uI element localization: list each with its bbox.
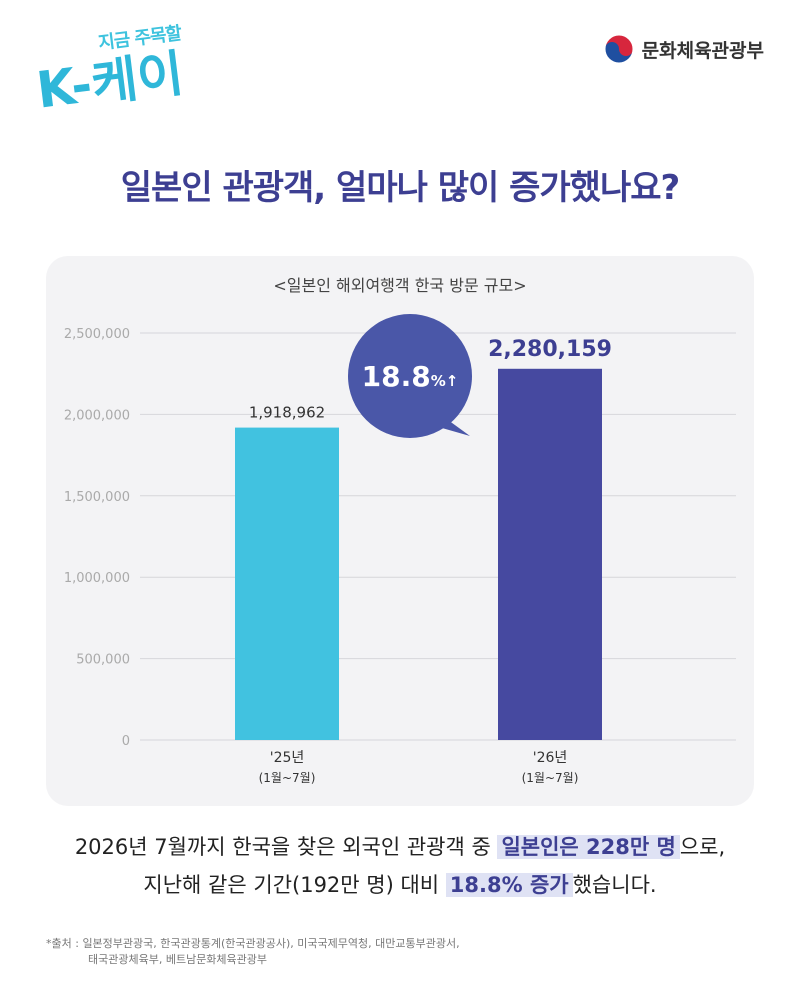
x-tick-sublabel: (1월~7월): [522, 771, 579, 785]
growth-annotation: 18.8%↑: [362, 360, 459, 393]
chart-title: <일본인 해외여행객 한국 방문 규모>: [273, 276, 527, 295]
ministry-brand: 문화체육관광부: [604, 34, 764, 64]
y-tick-label: 2,000,000: [64, 408, 130, 423]
taegeuk-emblem-icon: [604, 34, 634, 64]
page-title: 일본인 관광객, 얼마나 많이 증가했나요?: [120, 168, 680, 208]
source-note: *출처 : 일본정부관광국, 한국관광통계(한국관광공사), 미국국제무역청, …: [46, 936, 460, 968]
y-tick-label: 500,000: [76, 653, 130, 668]
source-line-1: *출처 : 일본정부관광국, 한국관광통계(한국관광공사), 미국국제무역청, …: [46, 937, 460, 950]
bar: [235, 427, 339, 740]
summary-highlight-1: 일본인은 228만 명: [497, 835, 680, 859]
growth-value: 18.8: [362, 360, 431, 393]
bar: [498, 368, 602, 740]
y-tick-label: 2,500,000: [64, 327, 130, 342]
summary-line-2: 지난해 같은 기간(192만 명) 대비 18.8% 증가 했습니다.: [0, 866, 800, 904]
source-line-2: 태국관광체육부, 베트남문화체육관광부: [88, 953, 268, 966]
growth-bubble: [348, 314, 472, 438]
x-tick-label: '25년: [270, 750, 305, 766]
x-tick-sublabel: (1월~7월): [259, 771, 316, 785]
x-tick-label: '26년: [533, 750, 568, 766]
y-tick-label: 0: [122, 734, 130, 749]
summary-highlight-2: 18.8% 증가: [445, 873, 573, 897]
growth-unit: %↑: [431, 372, 459, 390]
summary-text-2b: 했습니다.: [572, 873, 657, 897]
summary-text-1b: 으로,: [679, 835, 726, 859]
growth-bubble-tail: [442, 420, 470, 436]
summary-text-2a: 지난해 같은 기간(192만 명) 대비: [143, 873, 446, 897]
y-tick-label: 1,500,000: [64, 490, 130, 505]
y-tick-label: 1,000,000: [64, 571, 130, 586]
ministry-name: 문화체육관광부: [641, 39, 764, 62]
summary-text-1a: 2026년 7월까지 한국을 찾은 외국인 관광객 중: [74, 835, 498, 859]
data-label: 1,918,962: [249, 404, 325, 422]
data-label: 2,280,159: [488, 337, 612, 362]
